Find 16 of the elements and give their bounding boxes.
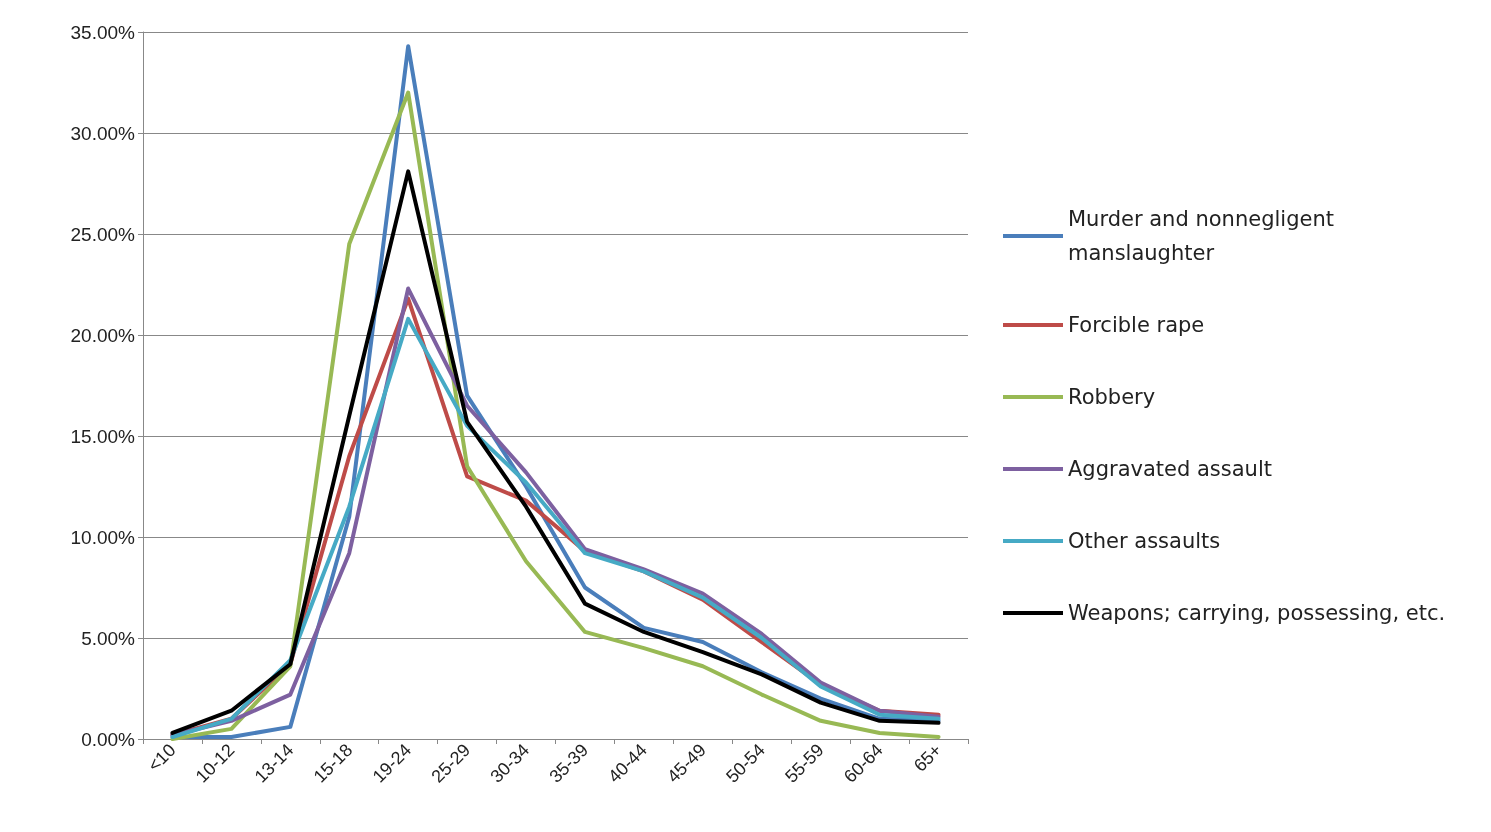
- y-tick-label: 35.00%: [70, 21, 136, 43]
- legend-label: Forcible rape: [1068, 313, 1205, 337]
- y-tick-label: 15.00%: [70, 425, 136, 447]
- y-tick-label: 10.00%: [70, 526, 136, 548]
- y-tick-label: 5.00%: [81, 627, 136, 649]
- y-tick-label: 20.00%: [70, 324, 136, 346]
- legend-label: Other assaults: [1068, 529, 1221, 553]
- y-tick-label: 0.00%: [81, 728, 136, 750]
- legend-label: Aggravated assault: [1068, 457, 1272, 481]
- y-tick-label: 25.00%: [70, 223, 136, 245]
- x-tick-label: 65+: [909, 739, 946, 776]
- x-tick-label: <10: [143, 739, 180, 776]
- legend-label: Murder and nonnegligent manslaughter: [1068, 207, 1341, 265]
- legend-label: Robbery: [1068, 385, 1156, 409]
- legend-label: Weapons; carrying, possessing, etc.: [1068, 601, 1446, 625]
- y-tick-label: 30.00%: [70, 122, 136, 144]
